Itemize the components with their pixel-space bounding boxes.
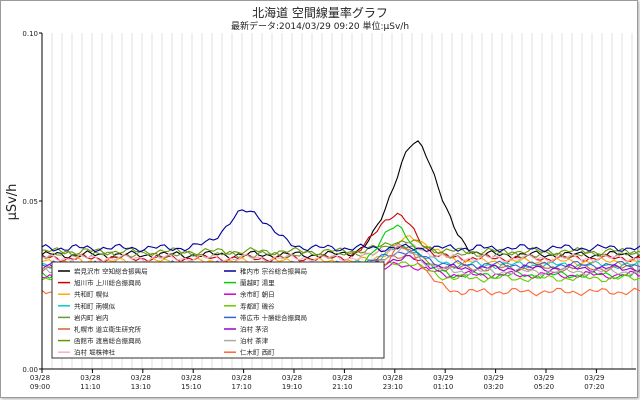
y-tick-label: 0.05 (22, 198, 38, 206)
x-tick-date: 03/28 (232, 374, 252, 382)
series-line (41, 140, 640, 260)
x-tick-time: 03:20 (484, 383, 504, 391)
legend-label: 泊村 茶津 (240, 336, 269, 345)
legend-label: 共和町 幌似 (74, 290, 109, 299)
legend-label: 共和町 南幌似 (74, 301, 116, 310)
legend-label: 泊村 茅沼 (240, 325, 268, 334)
series-line (41, 240, 640, 263)
x-tick-date: 03/28 (383, 374, 403, 382)
legend-label: 岩内町 岩内 (74, 313, 109, 322)
x-tick-time: 23:10 (383, 383, 403, 391)
x-tick-time: 05:20 (534, 383, 554, 391)
legend-label: 帯広市 十勝総合振興局 (240, 313, 307, 322)
x-tick-time: 01:10 (433, 383, 453, 391)
x-tick-date: 03/29 (534, 374, 554, 382)
legend-label: 函館市 渡島総合振興局 (74, 336, 141, 345)
x-tick-time: 11:10 (80, 383, 100, 391)
chart-title: 北海道 空間線量率グラフ (252, 6, 388, 20)
x-tick-date: 03/29 (584, 374, 604, 382)
legend-label: 岩見沢市 空知総合振興局 (74, 267, 148, 276)
y-axis-label: μSv/h (5, 184, 20, 221)
x-tick-time: 19:10 (282, 383, 302, 391)
x-tick-date: 03/28 (30, 374, 50, 382)
x-tick-date: 03/28 (332, 374, 352, 382)
chart-subtitle: 最新データ:2014/03/29 09:20 単位:μSv/h (230, 22, 410, 32)
axes: 0.000.050.1003/2809:0003/2811:1003/2813:… (22, 30, 636, 391)
x-tick-date: 03/29 (484, 374, 504, 382)
legend-label: 仁木町 西町 (240, 348, 275, 357)
x-tick-date: 03/29 (433, 374, 453, 382)
x-tick-date: 03/28 (181, 374, 201, 382)
legend-label: 余市町 朝日 (240, 290, 275, 299)
x-tick-date: 03/28 (282, 374, 302, 382)
x-tick-date: 03/28 (131, 374, 151, 382)
legend-label: 旭川市 上川総合振興局 (74, 278, 141, 287)
series-line (41, 209, 640, 253)
y-tick-label: 0.10 (22, 30, 38, 38)
x-tick-time: 07:20 (584, 383, 604, 391)
x-tick-time: 15:10 (181, 383, 201, 391)
legend-label: 札幌市 道立衛生研究所 (74, 325, 142, 334)
legend-box (51, 261, 385, 359)
x-tick-date: 03/28 (80, 374, 100, 382)
y-tick-label: 0.00 (22, 366, 38, 374)
x-tick-time: 21:10 (332, 383, 352, 391)
x-tick-time: 17:10 (232, 383, 252, 391)
x-tick-time: 13:10 (131, 383, 151, 391)
x-tick-time: 09:00 (30, 383, 50, 391)
legend-label: 蘭越町 湯里 (240, 278, 275, 287)
legend-label: 寿都町 磯谷 (240, 301, 275, 310)
legend-label: 泊村 堀株神社 (74, 348, 116, 357)
legend-label: 稚内市 宗谷総合振興局 (240, 267, 307, 276)
